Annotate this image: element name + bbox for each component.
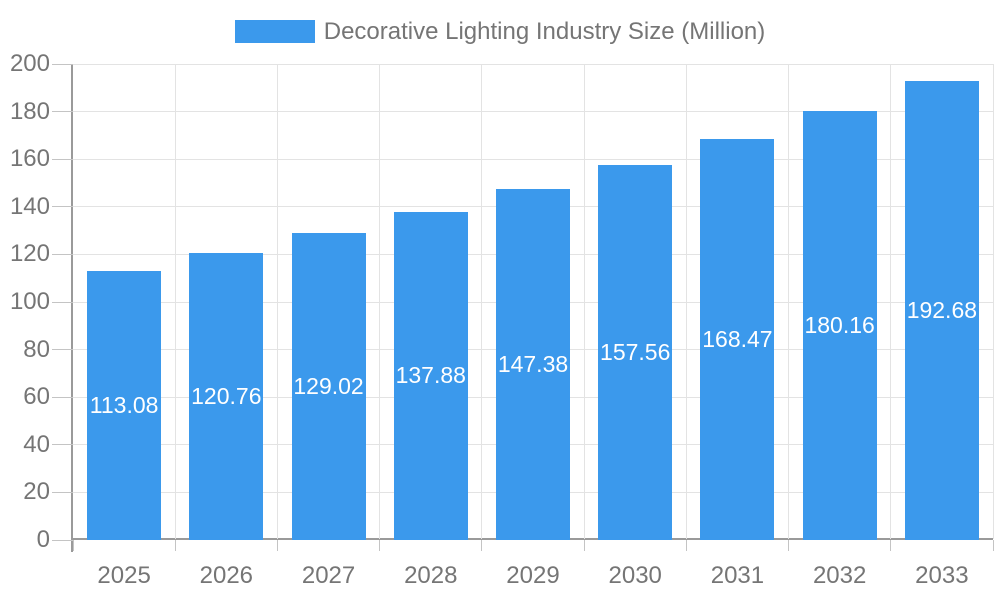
- gridline-vertical: [685, 64, 687, 539]
- y-axis-tick-label: 120: [9, 240, 50, 268]
- x-axis-tick: [583, 540, 585, 551]
- y-axis-tick-label: 180: [9, 97, 50, 125]
- bar-2030[interactable]: 157.56: [598, 165, 673, 540]
- x-axis-tick: [174, 540, 176, 551]
- y-axis-tick: [52, 301, 73, 303]
- y-axis-tick: [52, 491, 73, 493]
- bar-value-label: 147.38: [497, 351, 569, 378]
- x-axis-tick: [379, 540, 381, 551]
- bar-2032[interactable]: 180.16: [802, 111, 877, 540]
- x-axis-tick: [890, 540, 892, 551]
- bar-value-label: 129.02: [293, 372, 364, 399]
- gridline-horizontal: [73, 63, 993, 65]
- gridline-horizontal: [73, 158, 993, 160]
- x-axis-category-label: 2031: [710, 562, 765, 589]
- x-axis-category-label: 2032: [812, 562, 867, 589]
- y-axis-tick: [52, 444, 73, 446]
- bar-2025[interactable]: 113.08: [87, 270, 162, 540]
- bar-value-label: 168.47: [702, 326, 773, 352]
- y-axis-tick-label: 60: [23, 383, 50, 411]
- gridline-vertical: [379, 64, 381, 539]
- gridline-vertical: [174, 64, 176, 539]
- x-axis-category-label: 2025: [97, 562, 151, 589]
- y-axis-tick-label: 160: [9, 145, 50, 173]
- x-axis-category-label: 2028: [404, 562, 458, 589]
- x-axis-category-label: 2026: [199, 562, 254, 589]
- legend[interactable]: Decorative Lighting Industry Size (Milli…: [0, 18, 1000, 45]
- gridline-vertical: [788, 64, 790, 539]
- gridline-vertical: [890, 64, 892, 539]
- y-axis-tick: [52, 253, 73, 255]
- bar-2027[interactable]: 129.02: [291, 232, 366, 540]
- legend-label: Decorative Lighting Industry Size (Milli…: [323, 17, 766, 45]
- y-axis-tick: [52, 111, 73, 113]
- x-axis-category-label: 2030: [608, 562, 662, 589]
- plot-area: 0 20 40 60 80 100 120 140 160 180 200 2025 113.08 202…: [10, 51, 994, 589]
- gridline-vertical: [481, 64, 483, 539]
- y-axis-tick-label: 140: [9, 192, 50, 220]
- y-axis-tick-label: 0: [36, 526, 50, 553]
- gridline-vertical: [992, 64, 994, 539]
- gridline-horizontal: [73, 111, 993, 113]
- y-axis-tick: [52, 349, 73, 351]
- y-axis-tick: [52, 539, 73, 541]
- x-axis-category-label: 2033: [915, 562, 969, 589]
- gridline-vertical: [276, 64, 278, 539]
- y-axis-tick-label: 40: [23, 430, 50, 458]
- x-axis-tick: [72, 540, 74, 551]
- y-axis-tick-label: 20: [23, 478, 50, 506]
- y-axis-tick-label: 80: [23, 335, 50, 363]
- y-axis-tick: [52, 63, 73, 65]
- x-axis-category-label: 2029: [506, 562, 560, 589]
- y-axis-line: [71, 64, 73, 552]
- x-axis-tick: [685, 540, 687, 551]
- bar-value-label: 192.68: [906, 297, 978, 324]
- bar-value-label: 157.56: [600, 338, 671, 365]
- y-axis-tick: [52, 158, 73, 160]
- bar-value-label: 180.16: [804, 312, 875, 339]
- y-axis-tick-label: 200: [9, 50, 50, 77]
- bar-2028[interactable]: 137.88: [393, 211, 468, 540]
- bar-2026[interactable]: 120.76: [189, 252, 264, 540]
- x-axis-tick: [992, 540, 994, 551]
- x-axis-category-label: 2027: [301, 562, 356, 589]
- y-axis-tick-label: 100: [9, 288, 50, 315]
- bar-value-label: 137.88: [395, 362, 466, 389]
- bar-value-label: 113.08: [89, 391, 159, 418]
- y-axis-tick: [52, 206, 73, 208]
- y-axis-tick: [52, 396, 73, 398]
- x-axis-tick: [481, 540, 483, 551]
- legend-swatch: [234, 20, 315, 43]
- bar-2029[interactable]: 147.38: [496, 189, 570, 540]
- x-axis-tick: [276, 540, 278, 551]
- bar-2033[interactable]: 192.68: [904, 81, 979, 540]
- bar-value-label: 120.76: [191, 382, 262, 409]
- x-axis-tick: [788, 540, 790, 551]
- bar-2031[interactable]: 168.47: [700, 139, 775, 540]
- gridline-vertical: [583, 64, 585, 539]
